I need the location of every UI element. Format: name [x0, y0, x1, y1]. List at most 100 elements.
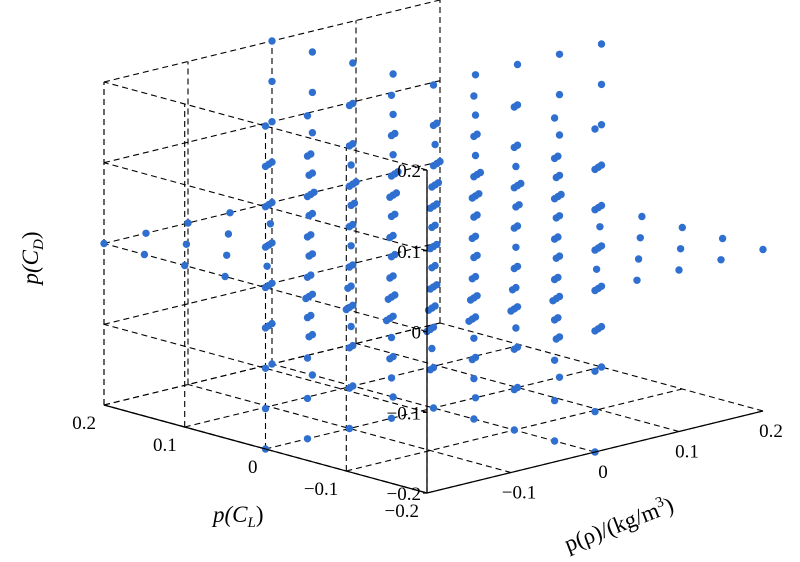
- data-point: [349, 382, 357, 390]
- data-point: [308, 88, 317, 97]
- tick-labels: −0.2 −0.1 0 0.1 0.2 −0.2 −0.1 0 0.1 0.2 −0.1 0 0.1 0.…: [72, 161, 783, 522]
- data-point: [303, 192, 312, 201]
- data-point: [268, 37, 276, 45]
- data-point: [468, 194, 476, 202]
- data-point: [633, 276, 641, 284]
- data-point: [554, 152, 562, 160]
- data-point: [597, 121, 606, 129]
- data-point: [391, 210, 399, 218]
- data-point: [303, 233, 312, 241]
- x-tick-label: 0: [598, 462, 608, 483]
- data-point: [426, 366, 434, 374]
- data-point: [636, 234, 644, 242]
- y-tick-label: −0.1: [304, 479, 338, 500]
- data-point: [349, 301, 357, 309]
- data-point: [513, 262, 522, 271]
- grid-line: [355, 342, 680, 433]
- data-point: [513, 101, 522, 109]
- data-point: [261, 404, 270, 413]
- data-point: [181, 261, 189, 270]
- data-point: [512, 162, 520, 171]
- data-point: [676, 245, 685, 253]
- data-point: [470, 374, 478, 383]
- data-point: [513, 60, 522, 69]
- y-tick-label: 0.2: [72, 413, 96, 434]
- data-point: [426, 325, 434, 334]
- data-point: [308, 371, 317, 379]
- data-point: [591, 125, 599, 133]
- data-point: [265, 281, 273, 290]
- z-tick-label: 0.2: [397, 161, 421, 182]
- data-point: [471, 151, 480, 160]
- data-point: [594, 163, 602, 171]
- data-point: [352, 178, 360, 186]
- data-point: [471, 272, 480, 281]
- data-point: [428, 344, 436, 353]
- data-point: [555, 90, 564, 99]
- y-tick-label: 0: [248, 457, 258, 478]
- data-point: [592, 265, 601, 273]
- data-point: [303, 152, 312, 160]
- data-point: [303, 394, 312, 403]
- data-point: [349, 220, 357, 229]
- data-point: [349, 261, 357, 269]
- data-point: [634, 255, 643, 263]
- data-point: [555, 131, 564, 139]
- data-point: [182, 240, 191, 248]
- data-point: [268, 360, 276, 368]
- data-point: [433, 240, 441, 249]
- data-point: [597, 242, 606, 250]
- data-point: [308, 48, 317, 56]
- data-point: [759, 245, 767, 254]
- grid-line: [187, 383, 512, 474]
- data-point: [261, 364, 270, 372]
- data-point: [512, 243, 520, 251]
- data-point: [433, 281, 441, 289]
- x-axis-line: [426, 410, 764, 494]
- data-point: [512, 324, 520, 332]
- data-point: [597, 40, 606, 48]
- data-point: [471, 71, 480, 79]
- data-point: [308, 209, 317, 218]
- y-axis-label: p(CL): [211, 502, 264, 531]
- data-point: [552, 254, 560, 262]
- data-point: [347, 322, 355, 331]
- data-point: [349, 59, 357, 67]
- data-point: [594, 203, 602, 212]
- data-points: [100, 37, 767, 456]
- data-point: [675, 266, 683, 274]
- data-point: [591, 367, 599, 375]
- data-point: [638, 212, 646, 221]
- data-point: [552, 173, 560, 182]
- data-point: [387, 333, 396, 342]
- data-point: [386, 314, 394, 323]
- data-point: [473, 130, 481, 138]
- data-point: [555, 50, 564, 58]
- data-point: [429, 404, 438, 412]
- data-point: [265, 160, 273, 168]
- data-point: [513, 222, 522, 230]
- data-point: [552, 294, 560, 303]
- data-point: [429, 81, 438, 89]
- data-point: [386, 355, 394, 363]
- data-point: [718, 234, 727, 243]
- data-point: [470, 334, 478, 342]
- data-point: [433, 119, 441, 127]
- data-point: [268, 118, 276, 126]
- data-point: [476, 168, 485, 177]
- data-point: [550, 437, 559, 445]
- data-point: [303, 112, 312, 120]
- data-point: [433, 159, 441, 168]
- data-point: [391, 129, 399, 138]
- data-point: [387, 91, 396, 100]
- data-point: [308, 169, 317, 177]
- data-point: [555, 373, 564, 381]
- data-point: [100, 239, 108, 248]
- data-point: [468, 355, 476, 364]
- x-axis-label: p(ρ)/(kg/m3): [560, 491, 677, 556]
- data-point: [386, 233, 394, 242]
- y-tick-label: −0.2: [385, 501, 419, 522]
- data-point: [223, 251, 231, 259]
- data-point: [308, 250, 317, 258]
